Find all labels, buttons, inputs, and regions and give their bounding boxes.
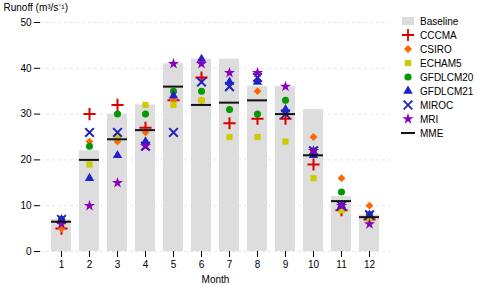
svg-text:40: 40 xyxy=(20,63,32,74)
svg-text:Month: Month xyxy=(202,274,230,285)
html-text:ECHAM5: ECHAM5 xyxy=(420,57,462,69)
svg-text:10: 10 xyxy=(20,200,32,211)
html-text:Baseline: Baseline xyxy=(420,15,459,27)
svg-text:0: 0 xyxy=(26,246,32,257)
svg-text:9: 9 xyxy=(283,259,289,270)
svg-text:1: 1 xyxy=(59,259,65,270)
html-text:CCCMA: CCCMA xyxy=(420,29,457,41)
html-text:MRI: MRI xyxy=(420,113,439,125)
svg-text:4: 4 xyxy=(143,259,149,270)
html-text:MME: MME xyxy=(420,127,444,139)
svg-text:30: 30 xyxy=(20,108,32,119)
svg-text:20: 20 xyxy=(20,154,32,165)
svg-text:5: 5 xyxy=(171,259,177,270)
svg-text:Runoff (m³/s⁻¹): Runoff (m³/s⁻¹) xyxy=(4,2,69,13)
svg-text:11: 11 xyxy=(336,259,347,270)
svg-text:12: 12 xyxy=(364,259,376,270)
html-text:MIROC: MIROC xyxy=(420,99,454,111)
html-text:GFDLCM21: GFDLCM21 xyxy=(420,85,474,97)
html-text:CSIRO: CSIRO xyxy=(420,43,452,55)
svg-text:3: 3 xyxy=(115,259,121,270)
svg-text:8: 8 xyxy=(255,259,261,270)
svg-text:50: 50 xyxy=(20,17,32,28)
svg-text:6: 6 xyxy=(199,259,205,270)
svg-text:2: 2 xyxy=(87,259,93,270)
html-text:GFDLCM20: GFDLCM20 xyxy=(420,71,474,83)
svg-text:10: 10 xyxy=(308,259,320,270)
svg-text:7: 7 xyxy=(227,259,233,270)
